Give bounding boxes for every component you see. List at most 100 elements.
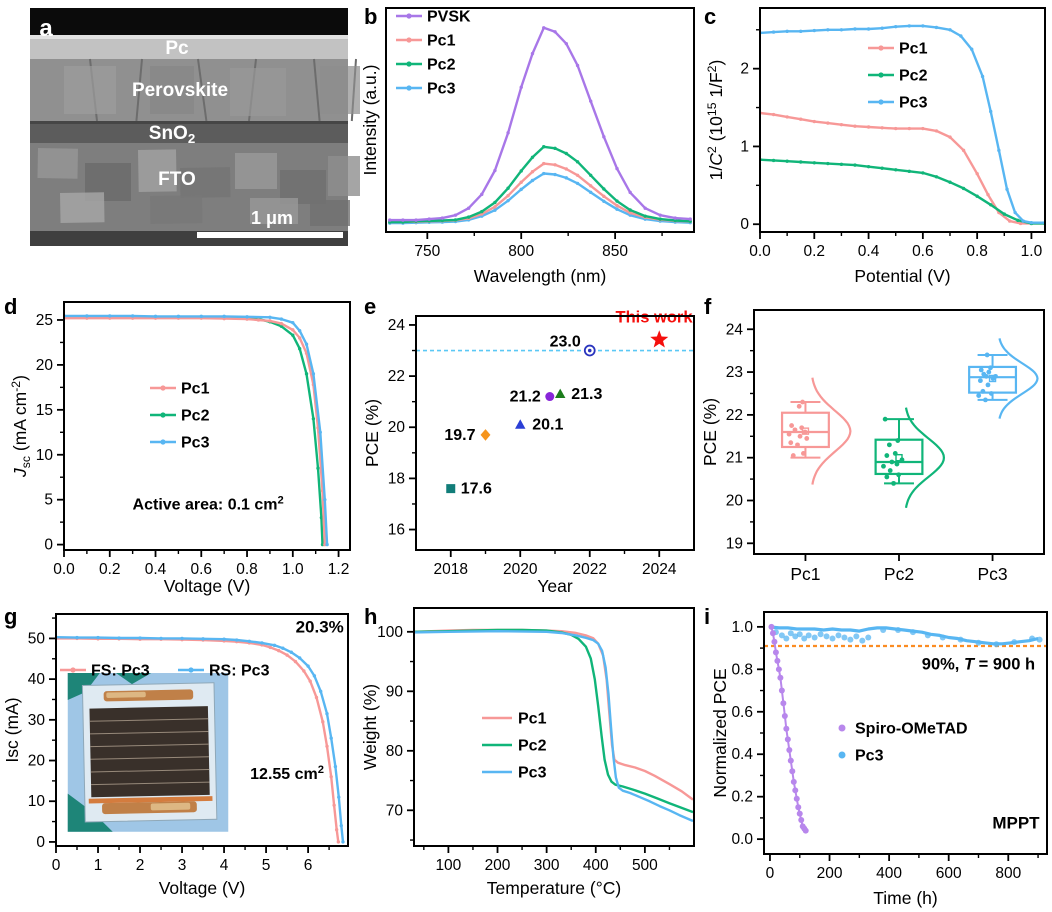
svg-text:800: 800 <box>995 865 1021 882</box>
svg-text:0: 0 <box>740 216 749 233</box>
svg-text:100: 100 <box>377 624 403 641</box>
svg-text:0.2: 0.2 <box>99 561 121 578</box>
panel-c-mott-schottky-chart: 0.0 0.2 0.4 0.6 0.8 1.0 0 1 2 Potential (V) 1/C2 (… <box>700 0 1052 295</box>
chart-svg-g: 0 1 2 3 4 5 6 0 10 20 30 40 50 Voltage (V) Isc (mA) FS:… <box>2 604 349 898</box>
svg-text:b: b <box>364 4 377 29</box>
svg-text:0.4: 0.4 <box>145 561 167 578</box>
svg-text:1.2: 1.2 <box>328 561 350 578</box>
svg-text:Pc3: Pc3 <box>427 81 456 98</box>
svg-text:30: 30 <box>28 712 46 729</box>
svg-text:RS: Pc3: RS: Pc3 <box>209 663 270 680</box>
svg-text:This work: This work <box>616 308 694 326</box>
svg-text:MPPT: MPPT <box>992 814 1040 833</box>
svg-text:Active area: 0.1 cm2: Active area: 0.1 cm2 <box>133 495 284 514</box>
chart-svg-h: 100 200 300 400 500 70 80 90 100 Temperature (°C)… <box>360 604 695 898</box>
svg-text:10: 10 <box>36 447 54 464</box>
svg-text:50: 50 <box>28 630 46 647</box>
svg-text:0.2: 0.2 <box>731 789 753 806</box>
svg-text:70: 70 <box>386 802 404 819</box>
svg-text:15: 15 <box>36 402 53 419</box>
svg-text:90: 90 <box>386 683 404 700</box>
chart-svg-a: Pc Perovskite SnO2 FTO 1 μm a <box>30 8 368 246</box>
svg-text:PVSK: PVSK <box>427 9 471 26</box>
panel-f-pce-boxplot-chart: 19 20 21 22 23 24 PCE (%) Pc1 Pc2 Pc3 f <box>700 290 1052 605</box>
svg-text:0.6: 0.6 <box>190 561 212 578</box>
chart-svg-d: 0.0 0.2 0.4 0.6 0.8 1.0 1.2 0 5 10 15 20 25 Voltage (… <box>4 294 351 596</box>
svg-text:4: 4 <box>220 857 229 874</box>
svg-text:400: 400 <box>583 857 609 874</box>
svg-text:20.3%: 20.3% <box>296 617 344 636</box>
svg-text:1.0: 1.0 <box>731 619 753 636</box>
svg-text:1/C2 (1015 1/F2): 1/C2 (1015 1/F2) <box>705 60 726 181</box>
svg-text:20.1: 20.1 <box>532 417 563 434</box>
svg-text:19: 19 <box>726 535 743 552</box>
svg-text:21.2: 21.2 <box>510 389 541 406</box>
svg-text:20: 20 <box>28 753 46 770</box>
svg-text:0.6: 0.6 <box>731 704 753 721</box>
svg-text:Jsc (mA cm-2): Jsc (mA cm-2) <box>9 375 33 478</box>
svg-text:0: 0 <box>52 857 61 874</box>
svg-text:23: 23 <box>726 364 743 381</box>
svg-text:3: 3 <box>178 857 187 874</box>
svg-text:1 μm: 1 μm <box>251 208 293 228</box>
svg-text:a: a <box>39 15 53 42</box>
svg-text:Pc2: Pc2 <box>518 738 547 755</box>
svg-text:Potential (V): Potential (V) <box>854 266 950 286</box>
panel-e-pce-vs-year-chart: 2018 2020 2022 2024 16 18 20 22 24 Year PCE (%) 17.… <box>360 290 700 605</box>
panel-a-sem-image: Pc Perovskite SnO2 FTO 1 μm a <box>0 0 368 295</box>
svg-text:0.8: 0.8 <box>731 661 753 678</box>
svg-text:20: 20 <box>36 357 54 374</box>
chart-svg-b: 750 800 850 Wavelength (nm) Intensity (a.u.)… <box>360 4 695 286</box>
svg-text:Pc1: Pc1 <box>899 41 928 58</box>
svg-text:Pc1: Pc1 <box>181 381 210 398</box>
svg-text:800: 800 <box>508 243 534 260</box>
svg-text:12.55 cm2: 12.55 cm2 <box>250 764 324 783</box>
svg-text:0: 0 <box>36 834 45 851</box>
svg-text:2020: 2020 <box>503 561 538 578</box>
svg-text:5: 5 <box>44 492 53 509</box>
svg-text:Pc2: Pc2 <box>899 68 928 85</box>
svg-text:100: 100 <box>435 857 461 874</box>
svg-text:500: 500 <box>632 857 658 874</box>
svg-text:Pc2: Pc2 <box>884 564 914 584</box>
svg-text:600: 600 <box>936 865 962 882</box>
svg-text:0.2: 0.2 <box>804 243 826 260</box>
svg-text:1.0: 1.0 <box>1021 243 1043 260</box>
svg-text:22: 22 <box>726 407 743 424</box>
svg-text:SnO2: SnO2 <box>149 123 195 146</box>
panel-i-stability-chart: 0 200 400 600 800 0.0 0.2 0.4 0.6 0.8 1.0 Time (h) N… <box>700 600 1052 912</box>
svg-text:2: 2 <box>740 61 749 78</box>
svg-text:h: h <box>364 604 377 629</box>
svg-text:1: 1 <box>94 857 103 874</box>
svg-text:1: 1 <box>740 138 749 155</box>
svg-text:90%, T = 900 h: 90%, T = 900 h <box>922 655 1035 673</box>
svg-text:2: 2 <box>136 857 145 874</box>
svg-text:750: 750 <box>414 243 440 260</box>
chart-svg-c: 0.0 0.2 0.4 0.6 0.8 1.0 0 1 2 Potential (V) 1/C2 (… <box>704 4 1046 286</box>
panel-d-jv-curves-chart: 0.0 0.2 0.4 0.6 0.8 1.0 1.2 0 5 10 15 20 25 Voltage (… <box>0 290 360 605</box>
svg-text:PCE (%): PCE (%) <box>700 398 720 466</box>
svg-text:Pc2: Pc2 <box>181 408 210 425</box>
svg-text:2024: 2024 <box>642 561 677 578</box>
svg-text:Wavelength (nm): Wavelength (nm) <box>474 266 607 286</box>
svg-text:Pc3: Pc3 <box>181 435 210 452</box>
svg-text:0.0: 0.0 <box>749 243 771 260</box>
svg-text:0.8: 0.8 <box>236 561 258 578</box>
svg-text:16: 16 <box>388 522 405 539</box>
svg-text:40: 40 <box>28 671 46 688</box>
svg-text:Time (h): Time (h) <box>873 888 938 908</box>
svg-text:Pc1: Pc1 <box>518 711 547 728</box>
svg-text:Temperature (°C): Temperature (°C) <box>487 878 621 898</box>
svg-text:80: 80 <box>386 743 404 760</box>
panel-h-tga-chart: 100 200 300 400 500 70 80 90 100 Temperature (°C)… <box>360 600 700 907</box>
svg-text:Voltage (V): Voltage (V) <box>159 878 246 898</box>
svg-text:Weight (%): Weight (%) <box>360 684 380 770</box>
svg-text:f: f <box>704 294 712 319</box>
svg-text:0: 0 <box>44 537 53 554</box>
panel-b-pl-spectra-chart: 750 800 850 Wavelength (nm) Intensity (a.u.)… <box>360 0 700 295</box>
svg-text:Pc2: Pc2 <box>427 57 456 74</box>
chart-svg-f: 19 20 21 22 23 24 PCE (%) Pc1 Pc2 Pc3 f <box>700 294 1045 584</box>
svg-text:24: 24 <box>726 321 744 338</box>
svg-text:d: d <box>4 294 17 319</box>
